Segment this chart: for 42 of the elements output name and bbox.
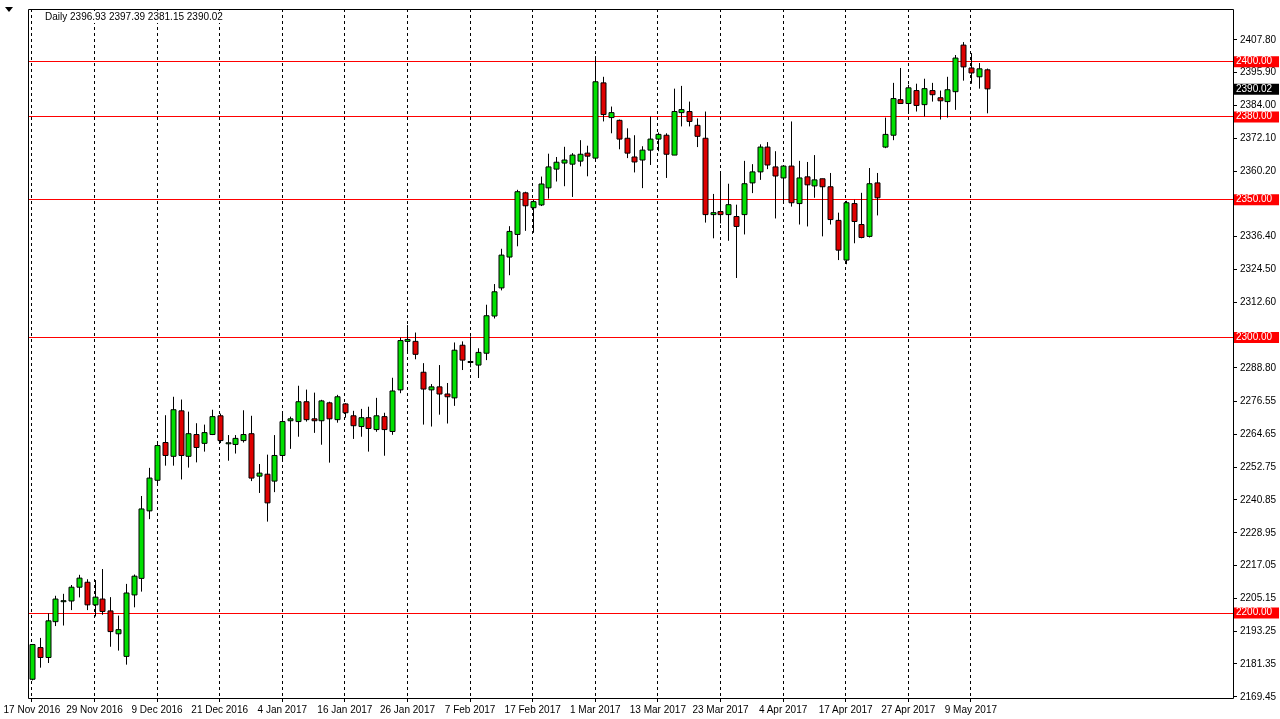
y-tick-label: 2360.20: [1240, 164, 1277, 176]
y-tick-label: 2252.75: [1240, 460, 1277, 472]
x-tick-label: 27 Apr 2017: [881, 703, 936, 715]
x-tick-label: 9 May 2017: [944, 703, 998, 715]
x-tick-label: 4 Apr 2017: [758, 703, 808, 715]
y-tick-label: 2264.65: [1240, 428, 1277, 440]
y-tick-label: 2395.90: [1240, 66, 1277, 78]
x-tick-label: 26 Jan 2017: [379, 703, 436, 715]
x-tick-label: 4 Jan 2017: [257, 703, 308, 715]
y-tick-label: 2228.95: [1240, 526, 1277, 538]
y-tick-label: 2217.05: [1240, 559, 1277, 571]
x-tick-label: 29 Nov 2016: [66, 703, 124, 715]
y-tick-label: 2181.35: [1240, 657, 1277, 669]
y-tick-label: 2288.80: [1240, 361, 1277, 373]
x-tick-label: 21 Dec 2016: [191, 703, 249, 715]
y-tick-label: 2205.15: [1240, 592, 1277, 604]
text: 2390.02: [1236, 82, 1273, 94]
x-tick-label: 16 Jan 2017: [317, 703, 373, 715]
x-tick-label: 1 Mar 2017: [569, 703, 622, 715]
y-tick-label: 2407.80: [1240, 33, 1277, 45]
x-tick-label: 17 Apr 2017: [818, 703, 874, 715]
chart-title: Daily 2396.93 2397.39 2381.15 2390.02: [45, 10, 224, 22]
x-tick-label: 13 Mar 2017: [629, 703, 687, 715]
ref-line-label: 2200.00: [1236, 606, 1273, 618]
y-tick-label: 2336.40: [1240, 230, 1277, 242]
ref-line-label: 2400.00: [1236, 55, 1273, 67]
y-tick-label: 2384.00: [1240, 99, 1277, 111]
y-tick-label: 2324.50: [1240, 263, 1277, 275]
x-tick-label: 23 Mar 2017: [692, 703, 749, 715]
ref-line-label: 2380.00: [1236, 110, 1273, 122]
y-tick-label: 2169.45: [1240, 690, 1277, 702]
ref-line-label: 2300.00: [1236, 330, 1273, 342]
x-tick-label: 17 Feb 2017: [504, 703, 562, 715]
y-tick-label: 2240.85: [1240, 493, 1277, 505]
y-tick-label: 2312.60: [1240, 295, 1277, 307]
x-tick-label: 9 Dec 2016: [131, 703, 184, 715]
ref-line-label: 2350.00: [1236, 192, 1273, 204]
y-tick-label: 2372.10: [1240, 132, 1277, 144]
y-tick-label: 2276.55: [1240, 395, 1277, 407]
x-tick-label: 17 Nov 2016: [3, 703, 61, 715]
x-tick-label: 7 Feb 2017: [444, 703, 496, 715]
y-tick-label: 2193.25: [1240, 624, 1277, 636]
